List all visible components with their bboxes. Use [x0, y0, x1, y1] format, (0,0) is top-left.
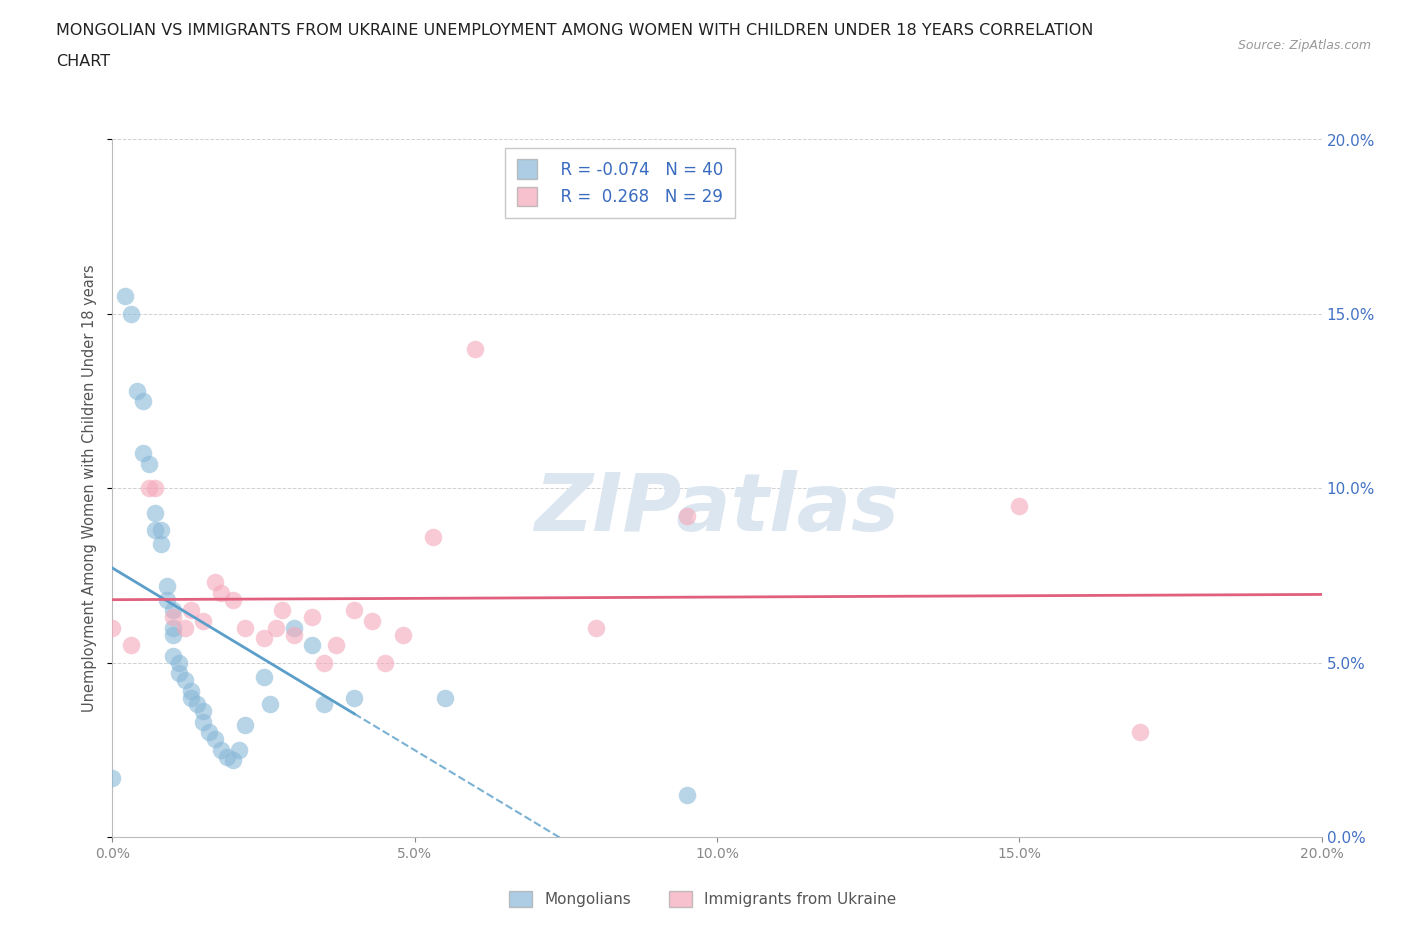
- Point: [283, 628, 305, 643]
- Point: [314, 698, 336, 712]
- Point: [325, 638, 347, 653]
- Point: [264, 620, 287, 635]
- Y-axis label: Unemployment Among Women with Children Under 18 years: Unemployment Among Women with Children U…: [82, 264, 97, 712]
- Point: [259, 698, 281, 712]
- Point: [222, 753, 245, 768]
- Point: [343, 690, 366, 705]
- Point: [1008, 498, 1031, 513]
- Point: [156, 592, 179, 607]
- Point: [209, 586, 232, 601]
- Point: [167, 656, 190, 671]
- Point: [143, 481, 166, 496]
- Point: [343, 603, 366, 618]
- Point: [143, 505, 166, 520]
- Point: [235, 718, 257, 733]
- Point: [156, 578, 179, 593]
- Point: [191, 714, 214, 729]
- Point: [422, 530, 444, 545]
- Point: [162, 603, 184, 618]
- Point: [361, 614, 384, 629]
- Point: [132, 446, 155, 461]
- Point: [209, 742, 232, 757]
- Point: [162, 620, 184, 635]
- Point: [228, 742, 250, 757]
- Point: [464, 341, 486, 356]
- Text: ZIPatlas: ZIPatlas: [534, 471, 900, 548]
- Point: [101, 620, 124, 635]
- Point: [675, 788, 697, 803]
- Point: [149, 537, 172, 551]
- Point: [585, 620, 607, 635]
- Point: [174, 620, 197, 635]
- Point: [204, 732, 226, 747]
- Point: [138, 481, 160, 496]
- Point: [149, 523, 172, 538]
- Point: [143, 523, 166, 538]
- Point: [186, 698, 208, 712]
- Point: [433, 690, 456, 705]
- Legend: Mongolians, Immigrants from Ukraine: Mongolians, Immigrants from Ukraine: [503, 884, 903, 913]
- Text: MONGOLIAN VS IMMIGRANTS FROM UKRAINE UNEMPLOYMENT AMONG WOMEN WITH CHILDREN UNDE: MONGOLIAN VS IMMIGRANTS FROM UKRAINE UNE…: [56, 23, 1094, 38]
- Text: CHART: CHART: [56, 54, 110, 69]
- Point: [138, 457, 160, 472]
- Text: Source: ZipAtlas.com: Source: ZipAtlas.com: [1237, 39, 1371, 52]
- Point: [374, 656, 396, 671]
- Point: [120, 307, 142, 322]
- Point: [301, 610, 323, 625]
- Point: [217, 750, 239, 764]
- Point: [191, 614, 214, 629]
- Point: [253, 631, 276, 645]
- Point: [301, 638, 323, 653]
- Point: [270, 603, 292, 618]
- Point: [162, 610, 184, 625]
- Point: [283, 620, 305, 635]
- Point: [162, 628, 184, 643]
- Point: [204, 575, 226, 590]
- Point: [101, 770, 124, 785]
- Point: [180, 690, 202, 705]
- Point: [120, 638, 142, 653]
- Point: [391, 628, 413, 643]
- Point: [198, 725, 221, 740]
- Point: [180, 683, 202, 698]
- Point: [162, 648, 184, 663]
- Point: [114, 289, 136, 304]
- Point: [675, 509, 697, 524]
- Point: [180, 603, 202, 618]
- Legend:   R = -0.074   N = 40,   R =  0.268   N = 29: R = -0.074 N = 40, R = 0.268 N = 29: [505, 148, 735, 218]
- Point: [222, 592, 245, 607]
- Point: [253, 670, 276, 684]
- Point: [1129, 725, 1152, 740]
- Point: [235, 620, 257, 635]
- Point: [132, 393, 155, 408]
- Point: [191, 704, 214, 719]
- Point: [174, 672, 197, 687]
- Point: [125, 383, 148, 398]
- Point: [167, 666, 190, 681]
- Point: [314, 656, 336, 671]
